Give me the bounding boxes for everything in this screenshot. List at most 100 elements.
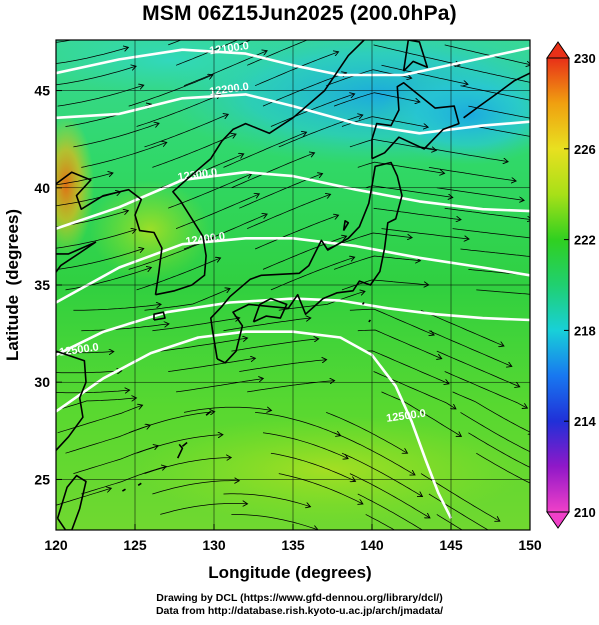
streamline bbox=[223, 318, 310, 332]
x-tick-label: 120 bbox=[44, 537, 68, 553]
colorbar: 230 226 222 218 214 210 bbox=[546, 41, 596, 529]
streamline bbox=[326, 412, 406, 452]
streamline bbox=[183, 407, 271, 412]
coastline bbox=[368, 319, 372, 323]
streamline bbox=[444, 44, 530, 65]
streamline bbox=[420, 309, 503, 345]
streamline bbox=[270, 258, 354, 291]
streamline bbox=[452, 228, 530, 239]
streamline bbox=[357, 493, 424, 530]
streamline bbox=[420, 146, 507, 162]
streamline bbox=[81, 143, 166, 168]
streamline bbox=[270, 94, 354, 127]
y-tick-label: 40 bbox=[34, 180, 50, 196]
streamline bbox=[239, 360, 325, 372]
x-tick-label: 135 bbox=[281, 537, 305, 553]
cold-core bbox=[380, 65, 530, 165]
streamline bbox=[365, 185, 452, 198]
streamline bbox=[136, 95, 220, 127]
streamline bbox=[444, 207, 530, 219]
credits: Drawing by DCL (https://www.gfd-dennou.o… bbox=[0, 592, 599, 618]
streamline bbox=[468, 105, 530, 119]
streamline bbox=[56, 398, 136, 411]
streamline bbox=[428, 330, 511, 366]
colorbar-scale bbox=[546, 57, 570, 513]
y-axis-label: Latitude (degrees) bbox=[3, 209, 22, 361]
streamline bbox=[56, 351, 113, 353]
streamline bbox=[144, 458, 231, 474]
streamline bbox=[73, 305, 160, 311]
streamline bbox=[231, 514, 317, 529]
streamline bbox=[476, 289, 530, 295]
y-tick-label: 45 bbox=[34, 83, 50, 99]
streamline bbox=[73, 124, 158, 148]
streamline bbox=[152, 135, 235, 168]
coastline bbox=[121, 488, 126, 492]
streamline bbox=[460, 248, 530, 257]
streamline bbox=[56, 67, 135, 86]
streamline bbox=[254, 52, 338, 87]
coastline bbox=[210, 161, 403, 364]
streamline bbox=[160, 338, 246, 352]
height-contour bbox=[56, 330, 453, 519]
coastlines bbox=[56, 40, 530, 530]
coastline bbox=[56, 350, 87, 451]
contour-label: 12500.0 bbox=[386, 407, 427, 424]
streamline bbox=[476, 126, 530, 137]
streamline bbox=[270, 452, 355, 481]
streamline bbox=[436, 350, 519, 386]
y-tick-label: 30 bbox=[34, 374, 50, 390]
streamline bbox=[262, 73, 346, 107]
streamline bbox=[381, 64, 468, 84]
streamline bbox=[247, 195, 329, 229]
streamline bbox=[81, 324, 168, 332]
colorbar-min-arrow bbox=[546, 511, 570, 529]
streamline bbox=[333, 432, 414, 475]
streamline bbox=[476, 452, 530, 484]
streamline bbox=[144, 289, 230, 311]
streamline bbox=[452, 391, 530, 434]
x-tick-label: 130 bbox=[202, 537, 226, 553]
streamline bbox=[365, 350, 448, 384]
colorbar-max-arrow bbox=[546, 41, 570, 59]
streamline bbox=[381, 228, 469, 239]
x-tick-label: 145 bbox=[439, 537, 463, 553]
streamline bbox=[128, 75, 212, 107]
coastline bbox=[361, 301, 365, 305]
streamline bbox=[81, 467, 165, 495]
coastline bbox=[342, 220, 350, 232]
x-tick-label: 150 bbox=[518, 537, 542, 553]
streamline bbox=[365, 514, 396, 530]
colorbar-tick-label: 230 bbox=[574, 51, 596, 66]
contour-label: 12500.0 bbox=[58, 341, 99, 358]
streamline bbox=[57, 86, 143, 107]
streamline bbox=[349, 308, 433, 334]
streamline bbox=[144, 115, 228, 148]
streamline bbox=[152, 481, 238, 495]
streamline bbox=[56, 173, 112, 186]
x-tick-label: 125 bbox=[123, 537, 147, 553]
x-tick-label: 140 bbox=[360, 537, 384, 553]
streamline bbox=[136, 435, 222, 454]
y-tick-label: 25 bbox=[34, 471, 50, 487]
coastline bbox=[56, 474, 87, 530]
streamline bbox=[349, 473, 429, 518]
streamline bbox=[247, 40, 309, 66]
coastline bbox=[181, 441, 188, 448]
streamline bbox=[262, 432, 347, 458]
streamline bbox=[231, 339, 317, 352]
streamline bbox=[444, 371, 527, 408]
streamline bbox=[333, 92, 419, 107]
lat-lon-grid bbox=[56, 40, 530, 530]
streamline bbox=[168, 358, 254, 372]
contour-label: 12400.0 bbox=[185, 231, 226, 248]
credit-line-data: Data from http://database.rish.kyoto-u.a… bbox=[155, 605, 444, 617]
streamline bbox=[452, 64, 530, 83]
streamline bbox=[460, 412, 530, 453]
streamline bbox=[56, 371, 121, 373]
colorbar-tick-label: 218 bbox=[574, 323, 596, 338]
streamline bbox=[152, 318, 238, 332]
coastline bbox=[463, 72, 530, 119]
streamline bbox=[262, 237, 346, 270]
